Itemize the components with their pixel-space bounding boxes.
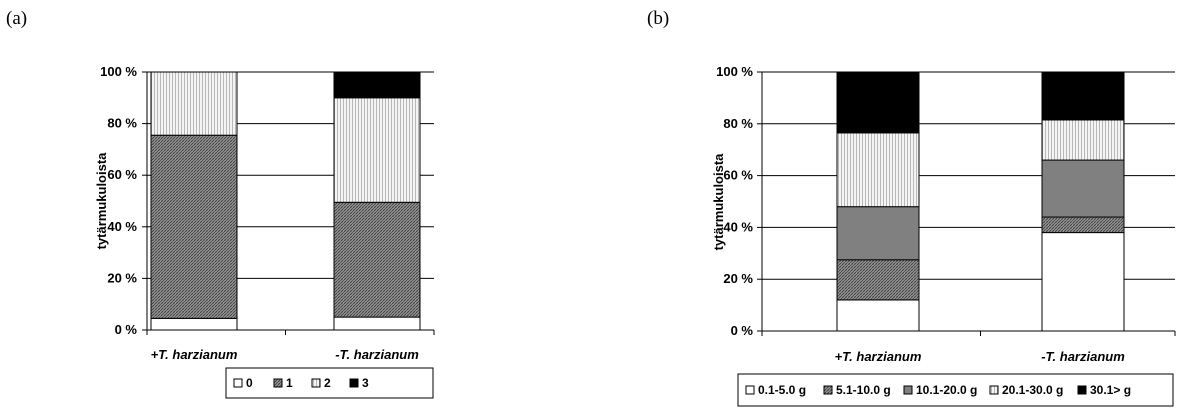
y-tick-label: 100 % (716, 64, 753, 79)
panel-a-label: (a) (6, 8, 27, 29)
panel-a-y-axis-label: tytärmukuloista (94, 152, 109, 250)
y-tick-label: 40 % (723, 219, 753, 234)
bar-segment-3 (333, 71, 421, 99)
legend-label: 2 (324, 376, 331, 390)
bar-segment-4 (836, 71, 920, 134)
legend-swatch (903, 385, 913, 395)
bar-segment-2 (333, 97, 421, 203)
y-tick-label: 80 % (107, 116, 137, 131)
bar-segment-0 (1041, 232, 1125, 332)
y-tick-label: 0 % (731, 323, 754, 338)
bar-segment-1 (836, 259, 920, 301)
bar-segment-3 (1041, 119, 1125, 161)
panel-b-axes (757, 71, 1176, 336)
panel-b-category-labels: +T. harzianum -T. harzianum (835, 349, 1126, 364)
y-tick-label: 0 % (115, 322, 138, 337)
legend-box (225, 367, 434, 399)
x-category-label: +T. harzianum (151, 347, 238, 362)
panel-b-bars (836, 71, 1125, 332)
legend-swatch (233, 378, 243, 388)
bar-segment-1 (1041, 216, 1125, 234)
bar-segment-1 (150, 134, 238, 319)
legend-label: 0.1-5.0 g (758, 383, 806, 397)
panel-b-legend: 0.1-5.0 g 5.1-10.0 g 10.1-20.0 g 20.1-30.0 … (737, 373, 1174, 407)
legend-swatch (823, 385, 833, 395)
bar-segment-2 (836, 206, 920, 261)
bar-segment-2 (1041, 159, 1125, 218)
bar-segment-1 (333, 201, 421, 318)
y-tick-label: 20 % (723, 271, 753, 286)
panel-a-category-labels: +T. harzianum -T. harzianum (151, 347, 420, 362)
panel-a-legend: 0 1 2 3 (225, 367, 434, 399)
y-tick-label: 40 % (107, 219, 137, 234)
legend-label: 1 (286, 376, 293, 390)
bar-segment-3 (836, 132, 920, 208)
bar-segment-0 (150, 317, 238, 331)
panel-a-chart: (a) tytärmukuloista 0 % 20 % 40 % 60 % 80 % 1… (6, 8, 435, 399)
y-tick-label: 80 % (723, 116, 753, 131)
panel-b-chart: (b) tytärmukuloista 0 % 20 % 40 % 60 % 80 % 1… (647, 8, 1176, 407)
panel-b-y-ticks: 0 % 20 % 40 % 60 % 80 % 100 % (716, 64, 753, 338)
legend-box (737, 373, 1174, 407)
legend-label: 30.1> g (1090, 383, 1131, 397)
x-category-label: +T. harzianum (835, 349, 922, 364)
bar-segment-2 (150, 71, 238, 136)
x-category-label: -T. harzianum (1041, 349, 1125, 364)
legend-label: 5.1-10.0 g (836, 383, 891, 397)
legend-label: 20.1-30.0 g (1002, 383, 1063, 397)
y-tick-label: 60 % (107, 167, 137, 182)
legend-label: 10.1-20.0 g (916, 383, 977, 397)
x-category-label: -T. harzianum (335, 347, 419, 362)
bar-segment-0 (333, 316, 421, 331)
panel-b-y-axis-label: tytärmukuloista (711, 153, 726, 251)
panel-a-y-ticks: 0 % 20 % 40 % 60 % 80 % 100 % (100, 64, 137, 337)
y-tick-label: 100 % (100, 64, 137, 79)
panel-a-axes (142, 71, 435, 335)
legend-swatch (311, 378, 321, 388)
panel-b-label: (b) (647, 8, 669, 29)
legend-label: 0 (246, 376, 253, 390)
legend-swatch (349, 378, 359, 388)
bar-segment-4 (1041, 71, 1125, 121)
legend-swatch (1077, 385, 1087, 395)
panel-a-bars (150, 71, 421, 331)
legend-swatch (989, 385, 999, 395)
y-tick-label: 60 % (723, 168, 753, 183)
y-tick-label: 20 % (107, 270, 137, 285)
bar-segment-0 (836, 299, 920, 332)
legend-swatch (273, 378, 283, 388)
legend-label: 3 (362, 376, 369, 390)
legend-swatch (745, 385, 755, 395)
